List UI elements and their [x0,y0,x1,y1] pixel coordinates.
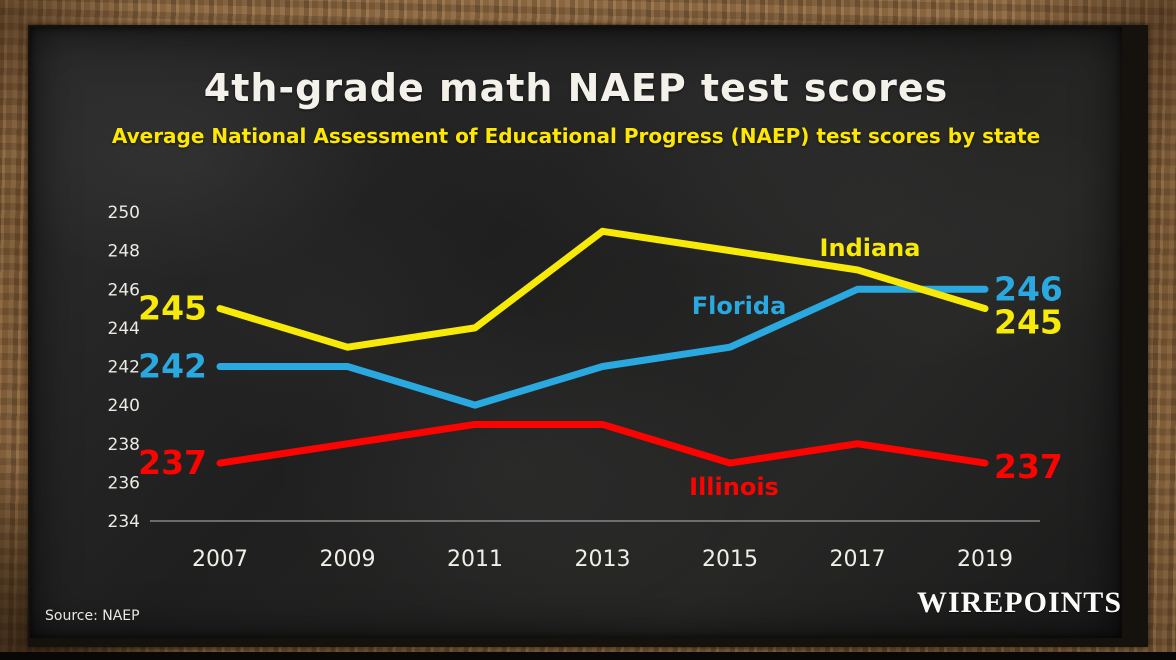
x-axis-year-label: 2019 [957,547,1013,572]
indiana-line [216,227,989,351]
x-axis-year-label: 2009 [320,547,376,572]
y-axis-tick-label: 236 [108,473,140,493]
illinois-end-value: 237 [994,447,1063,486]
chart-subtitle: Average National Assessment of Education… [111,124,1041,148]
y-axis-tick-label: 238 [108,435,140,455]
y-axis-tick-label: 246 [108,280,140,300]
x-axis-year-label: 2017 [830,547,886,572]
illinois-series-label: Illinois [689,473,779,501]
chalkboard-surface [30,27,1122,638]
chart-title: 4th-grade math NAEP test scores [203,66,949,110]
x-axis-year-label: 2011 [447,547,503,572]
florida-start-value: 242 [138,347,207,386]
source-note: Source: NAEP [45,608,140,624]
photo-bottom-edge [0,652,1176,660]
y-axis-tick-label: 240 [108,396,140,416]
x-axis-year-label: 2007 [192,547,248,572]
indiana-start-value: 245 [138,289,207,328]
x-axis-year-label: 2013 [575,547,631,572]
illinois-line [216,420,989,467]
florida-end-value: 246 [994,269,1063,308]
florida-series-label: Florida [692,292,787,320]
indiana-end-value: 245 [994,303,1063,342]
florida-line [216,285,989,409]
wirepoints-logo: WIREPOINTS [916,586,1122,619]
indiana-series-label: Indiana [820,234,921,262]
y-axis-tick-label: 248 [108,242,140,262]
y-axis-tick-label: 242 [108,358,140,378]
y-axis-tick-label: 250 [108,203,140,223]
x-axis-year-label: 2015 [702,547,758,572]
y-axis-tick-label: 234 [108,512,140,532]
y-axis-tick-label: 244 [108,319,140,339]
illinois-start-value: 237 [138,443,207,482]
